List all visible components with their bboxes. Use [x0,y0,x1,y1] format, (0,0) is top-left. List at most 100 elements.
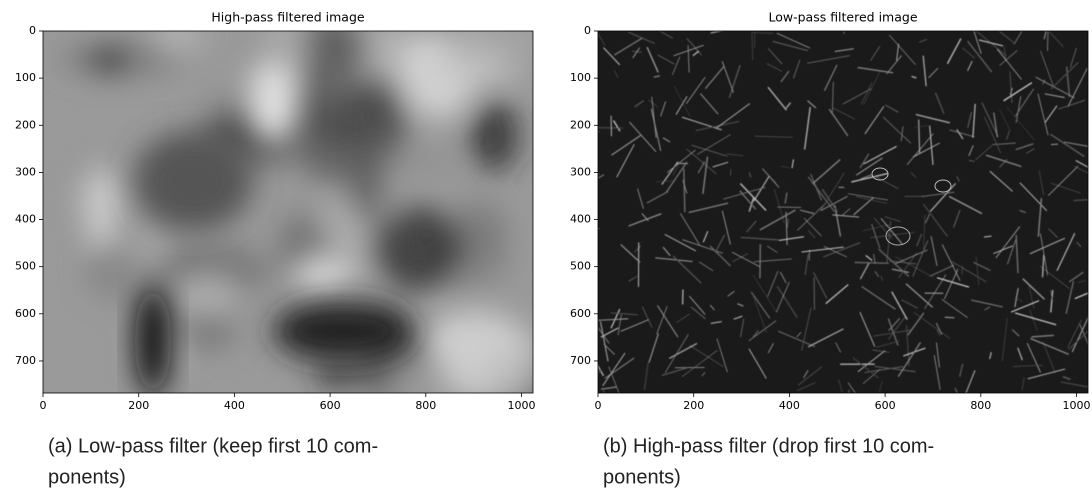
edge [936,330,941,336]
edge [683,168,686,213]
edge [885,104,899,113]
edge [681,350,718,378]
edge [776,285,798,319]
edge [1003,46,1007,60]
y-tick-label: 700 [15,354,36,367]
edge [905,283,934,308]
edge [766,270,779,297]
edge [662,137,671,143]
edge [611,134,642,156]
edge [1050,182,1081,194]
edge [872,349,890,353]
edge [1062,375,1071,381]
edge [728,64,741,99]
edge [660,101,667,117]
edge [650,108,662,152]
edge [956,129,964,140]
edge [732,253,749,263]
edge [637,188,644,209]
edge [1060,381,1088,388]
edge [664,334,689,373]
edge [780,70,790,83]
edge [1044,93,1065,98]
blob [135,286,171,393]
edge [1025,148,1035,154]
edge [911,75,917,79]
edge [610,312,638,316]
edge [807,55,850,64]
edge [996,48,1022,80]
edge [835,342,842,353]
edge [965,370,976,393]
edge [778,236,804,241]
edge [682,179,688,194]
caption: (b) High-pass filter (drop first 10 com- [603,435,934,457]
edge [1015,143,1034,151]
edge [992,142,1016,146]
edge [656,306,668,335]
edge [967,60,973,71]
caption: (a) Low-pass filter (keep first 10 com- [48,435,378,457]
edge [1015,96,1022,123]
edge [1009,87,1013,95]
edge [628,213,662,227]
edge [936,277,970,288]
edge [745,220,757,233]
edge [907,312,925,336]
edge [975,144,993,161]
x-tick-label: 600 [875,399,896,412]
edge [1022,278,1046,300]
edge [873,329,913,337]
edge [785,102,792,109]
edge [929,125,934,165]
edge [1038,170,1045,196]
x-tick-label: 400 [779,399,800,412]
edge [797,366,823,386]
blob [384,356,458,390]
edge [949,129,975,138]
edge [740,236,779,241]
edge [612,120,621,132]
edge [873,253,876,264]
blob [338,74,410,164]
y-tick-label: 300 [15,165,36,178]
edge [999,109,1011,131]
edge [854,261,889,264]
edge [661,367,688,376]
edge [687,45,690,73]
edge [989,352,992,360]
edge [1067,319,1082,348]
x-tick-label: 0 [40,399,47,412]
edge [656,180,674,183]
edge [803,218,822,237]
x-tick-label: 1000 [1063,399,1091,412]
edge [1073,199,1088,202]
edge [981,102,999,137]
edge [1010,300,1040,313]
edge [710,31,723,34]
edge [985,154,1022,168]
edge [807,328,844,348]
edge [983,235,992,238]
edge [851,172,889,183]
image [43,31,533,393]
edge [862,369,881,385]
edge [781,166,790,169]
edge [837,378,844,393]
edge [969,160,975,162]
edge [1047,31,1049,52]
edge [1058,99,1086,110]
nose [885,226,911,246]
edge [1050,133,1085,158]
edge [752,274,777,312]
edge [999,49,1018,66]
edge [691,144,728,157]
edge [891,291,908,320]
edge [934,92,945,115]
edge [656,305,679,338]
x-tick-label: 200 [128,399,149,412]
axes-frame [42,30,534,394]
edge [786,218,790,228]
edge [803,106,811,150]
edge [784,192,788,204]
